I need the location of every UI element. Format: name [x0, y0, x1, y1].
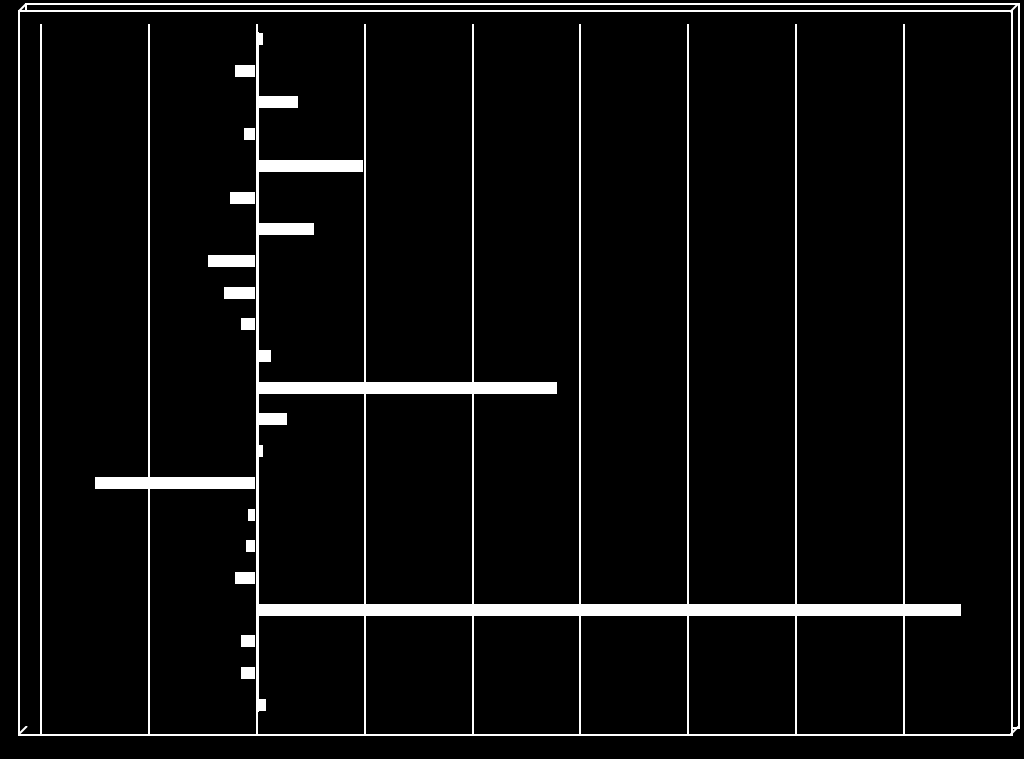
- bar: [243, 127, 256, 141]
- bar-slot: [40, 412, 1011, 426]
- bar-slot: [40, 634, 1011, 648]
- bars-container: [40, 32, 1011, 712]
- bar: [229, 191, 256, 205]
- bar-slot: [40, 444, 1011, 458]
- bar: [223, 286, 255, 300]
- gridline: [472, 24, 474, 734]
- gridline: [1011, 24, 1013, 734]
- bar-slot: [40, 191, 1011, 205]
- chart-stage: [0, 0, 1024, 759]
- gridline: [903, 24, 905, 734]
- bar: [94, 476, 256, 490]
- axis-zero: [256, 32, 259, 712]
- bar-slot: [40, 476, 1011, 490]
- bar-slot: [40, 64, 1011, 78]
- gridline: [579, 24, 581, 734]
- gridline: [687, 24, 689, 734]
- bar: [245, 539, 256, 553]
- bar: [256, 381, 558, 395]
- gridline: [40, 24, 42, 734]
- gridline: [795, 24, 797, 734]
- plot-area: [40, 24, 1011, 734]
- bar-slot: [40, 286, 1011, 300]
- bar-slot: [40, 349, 1011, 363]
- bar-slot: [40, 571, 1011, 585]
- bar-slot: [40, 603, 1011, 617]
- bar: [247, 508, 256, 522]
- bar: [240, 634, 256, 648]
- gridline: [364, 24, 366, 734]
- gridline: [148, 24, 150, 734]
- bar: [256, 603, 963, 617]
- bar-slot: [40, 381, 1011, 395]
- bar-slot: [40, 32, 1011, 46]
- bar: [240, 666, 256, 680]
- bar: [207, 254, 256, 268]
- bar: [256, 412, 288, 426]
- bar: [256, 222, 315, 236]
- bar-slot: [40, 254, 1011, 268]
- bar-slot: [40, 539, 1011, 553]
- bar-slot: [40, 317, 1011, 331]
- bar-slot: [40, 508, 1011, 522]
- bar-slot: [40, 222, 1011, 236]
- bar-slot: [40, 698, 1011, 712]
- bar: [234, 64, 256, 78]
- bar: [256, 95, 299, 109]
- bar: [240, 317, 256, 331]
- bar: [234, 571, 256, 585]
- frame-front: [18, 10, 1013, 736]
- bar-slot: [40, 95, 1011, 109]
- bar-slot: [40, 127, 1011, 141]
- bar: [256, 159, 364, 173]
- bar-slot: [40, 666, 1011, 680]
- bar-slot: [40, 159, 1011, 173]
